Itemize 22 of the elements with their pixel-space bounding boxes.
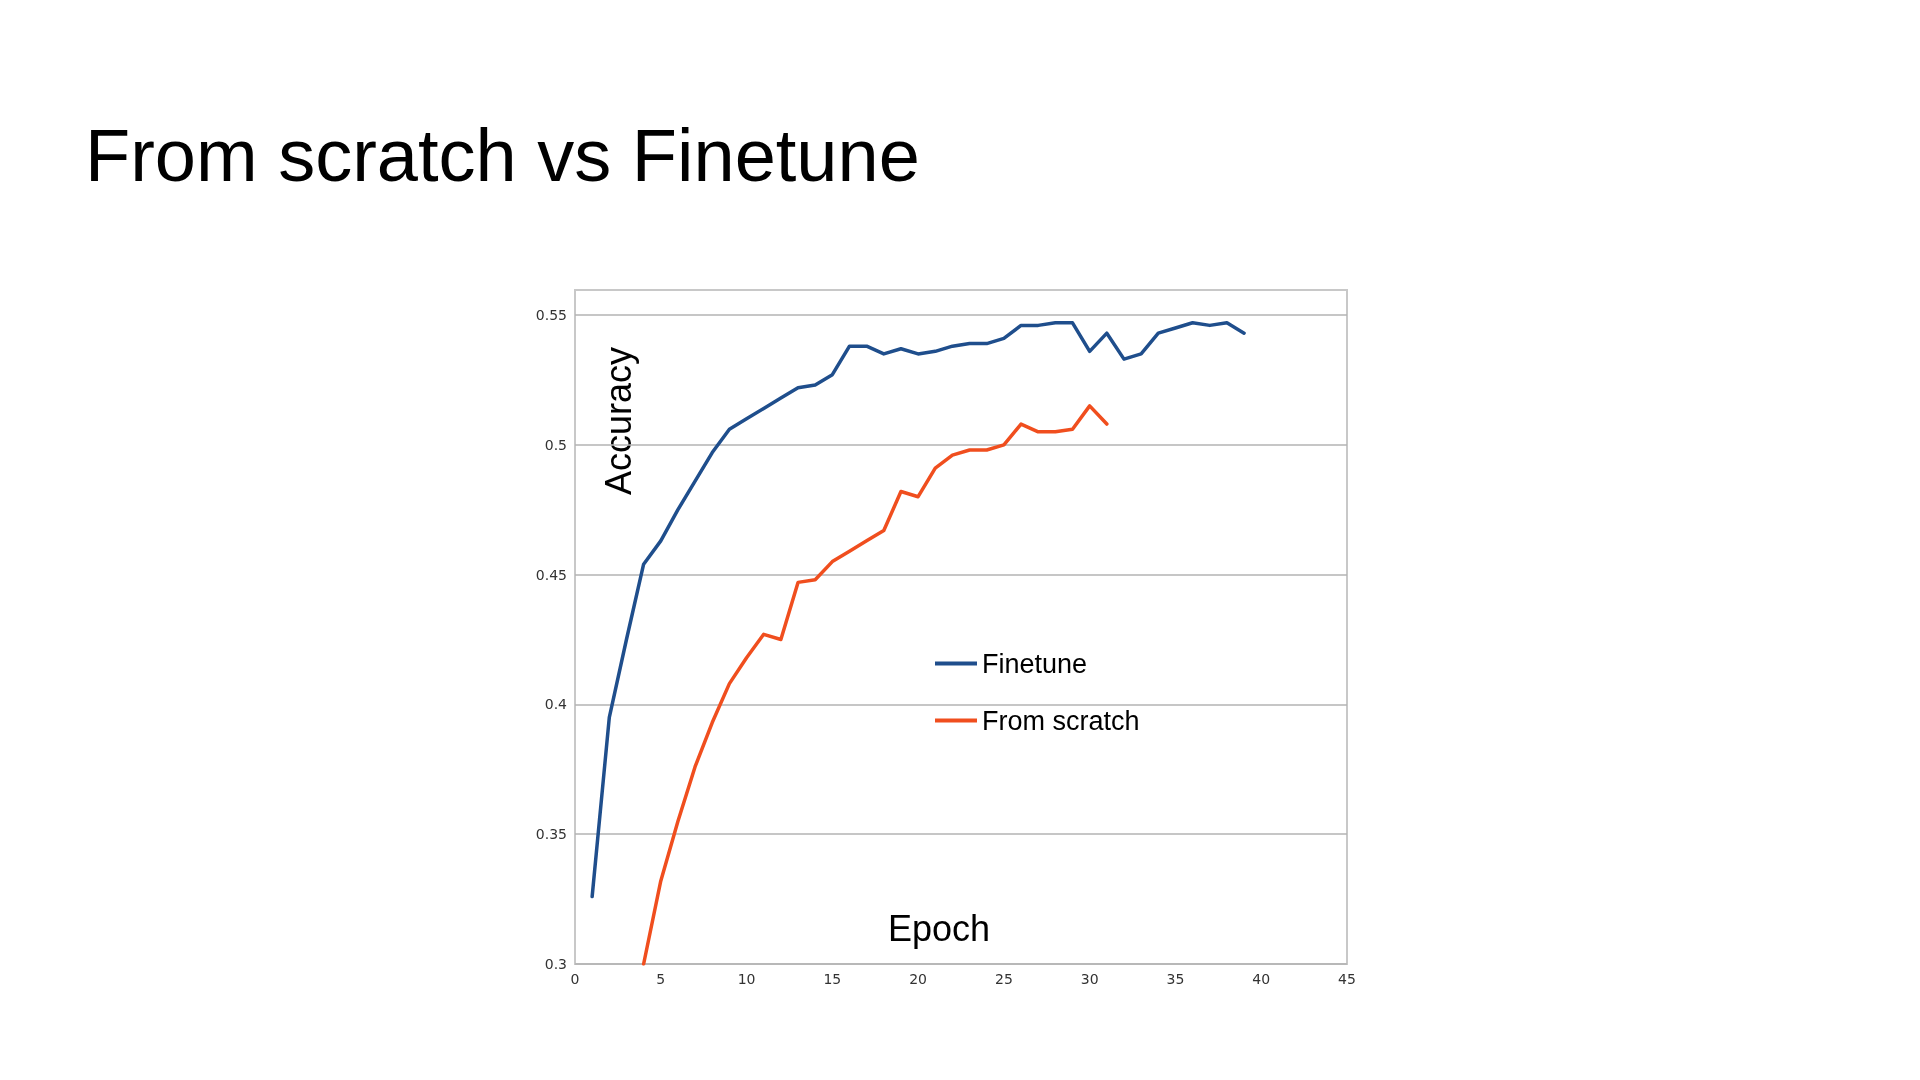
x-tick-label: 40 xyxy=(1252,971,1271,987)
y-tick-label: 0.45 xyxy=(535,566,567,583)
x-tick-label: 0 xyxy=(570,971,580,987)
legend-label: From scratch xyxy=(982,705,1140,736)
legend-label: Finetune xyxy=(982,648,1088,679)
x-tick-label: 25 xyxy=(994,971,1013,987)
y-tick-label: 0.3 xyxy=(544,956,567,972)
x-tick-label: 10 xyxy=(737,971,756,987)
x-tick-label: 35 xyxy=(1166,971,1185,987)
line-series xyxy=(590,321,1246,899)
x-tick-label: 30 xyxy=(1080,971,1099,987)
x-tick-label: 20 xyxy=(909,971,928,987)
x-tick-label: 45 xyxy=(1338,971,1356,987)
x-tick-label: 15 xyxy=(823,971,842,987)
y-tick-label: 0.4 xyxy=(544,696,568,713)
y-axis-title: Accuracy xyxy=(597,346,639,495)
y-tick-label: 0.5 xyxy=(544,436,567,453)
chart-title: From scratch vs Finetune xyxy=(85,113,920,197)
y-tick-label: 0.55 xyxy=(535,307,567,323)
y-tick-label: 0.35 xyxy=(535,826,567,843)
x-axis-title: Epoch xyxy=(888,907,991,949)
x-tick-label: 5 xyxy=(656,971,666,987)
